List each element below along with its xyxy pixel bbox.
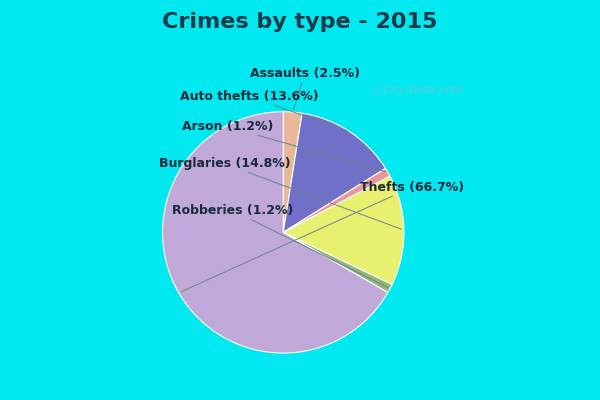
Text: Assaults (2.5%): Assaults (2.5%) <box>250 67 360 110</box>
Text: Thefts (66.7%): Thefts (66.7%) <box>181 181 464 292</box>
Text: Auto thefts (13.6%): Auto thefts (13.6%) <box>181 90 347 131</box>
Text: Burglaries (14.8%): Burglaries (14.8%) <box>159 157 401 229</box>
Text: Arson (1.2%): Arson (1.2%) <box>182 120 385 172</box>
Text: ⓘ City-Data.com: ⓘ City-Data.com <box>373 85 463 95</box>
Text: Robberies (1.2%): Robberies (1.2%) <box>172 204 388 287</box>
Wedge shape <box>163 112 388 353</box>
Wedge shape <box>283 176 404 284</box>
Wedge shape <box>283 232 392 292</box>
Wedge shape <box>283 113 386 232</box>
Text: Crimes by type - 2015: Crimes by type - 2015 <box>163 12 437 32</box>
Wedge shape <box>283 112 302 232</box>
Wedge shape <box>283 168 390 232</box>
